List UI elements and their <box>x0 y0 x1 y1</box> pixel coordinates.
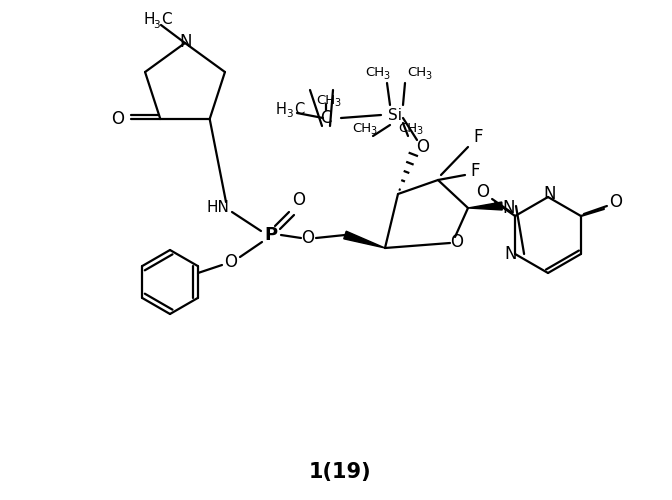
Text: N: N <box>503 199 515 217</box>
Text: O: O <box>610 193 622 211</box>
Text: O: O <box>302 229 314 247</box>
Text: HN: HN <box>206 200 229 216</box>
Text: F: F <box>473 128 482 146</box>
Text: Si: Si <box>388 108 402 122</box>
Text: 3: 3 <box>425 71 431 81</box>
Text: 1(19): 1(19) <box>308 462 372 482</box>
Text: CH: CH <box>398 122 417 134</box>
Polygon shape <box>344 231 385 248</box>
Text: O: O <box>111 110 124 128</box>
Text: O: O <box>292 191 306 209</box>
Text: CH: CH <box>366 66 384 80</box>
Polygon shape <box>468 202 502 210</box>
Text: 3: 3 <box>334 98 340 108</box>
Text: 3: 3 <box>383 71 389 81</box>
Text: N: N <box>505 245 517 263</box>
Text: 3: 3 <box>416 126 422 136</box>
Text: O: O <box>417 138 429 156</box>
Text: C: C <box>321 109 332 127</box>
Text: O: O <box>476 183 490 201</box>
Text: CH: CH <box>352 122 372 134</box>
Text: 3: 3 <box>370 126 376 136</box>
Text: C: C <box>294 102 304 116</box>
Text: H: H <box>143 12 155 28</box>
Text: 3: 3 <box>286 109 292 119</box>
Text: F: F <box>470 162 480 180</box>
Text: N: N <box>179 33 192 51</box>
Text: P: P <box>265 226 278 244</box>
Text: O: O <box>450 233 464 251</box>
Text: N: N <box>544 185 556 203</box>
Text: H: H <box>276 102 286 116</box>
Text: C: C <box>161 12 171 28</box>
Text: O: O <box>224 253 237 271</box>
Text: CH: CH <box>407 66 427 80</box>
Text: CH: CH <box>317 94 335 106</box>
Text: 3: 3 <box>153 20 159 30</box>
